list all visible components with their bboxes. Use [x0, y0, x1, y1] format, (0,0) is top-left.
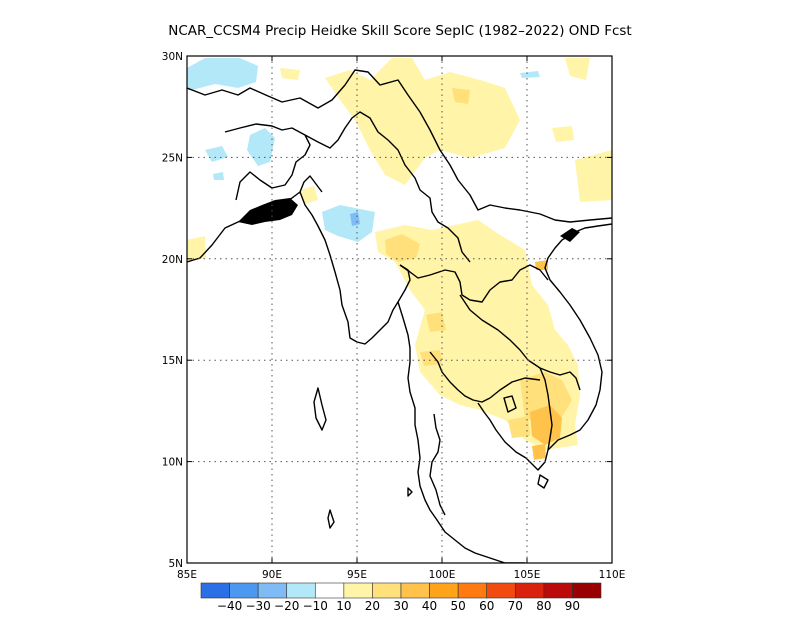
x-tick-label: 90E — [262, 569, 282, 581]
colorbar-swatch — [514, 582, 545, 599]
skill-patch-pos — [280, 68, 300, 80]
y-tick-label: 20N — [162, 254, 183, 266]
country-border — [419, 111, 612, 223]
country-border — [539, 367, 553, 451]
x-tick-label: 95E — [347, 569, 367, 581]
map-frame — [186, 55, 613, 564]
country-border — [187, 69, 421, 113]
coastline — [429, 413, 446, 516]
island-outline — [537, 474, 549, 489]
colorbar-label: −20 — [274, 599, 299, 613]
skill-patch-pos — [508, 416, 530, 438]
x-axis-ticks: 85E 90E 95E 100E 105E 110E — [177, 56, 625, 581]
colorbar: −40 −30 −20 −10 10 20 30 40 50 60 70 80 90 — [200, 582, 602, 613]
island-outline — [503, 395, 517, 413]
skill-patch-neg — [520, 71, 540, 78]
colorbar-swatch — [457, 582, 488, 599]
x-tick-label: 105E — [514, 569, 541, 581]
island-outline — [313, 387, 327, 431]
colorbar-swatch — [314, 582, 345, 599]
skill-patch-neg — [205, 146, 228, 162]
skill-patch-pos — [300, 186, 318, 204]
skill-patch-pos — [187, 236, 206, 262]
skill-patch-neg — [322, 205, 375, 242]
colorbar-label: 40 — [422, 599, 437, 613]
x-tick-label: 100E — [429, 569, 456, 581]
country-border — [489, 377, 541, 399]
skill-patch-pos — [530, 405, 562, 445]
colorbar-swatch — [572, 582, 602, 599]
colorbar-label: 10 — [336, 599, 351, 613]
x-tick-label: 85E — [177, 569, 197, 581]
y-tick-label: 30N — [162, 51, 183, 63]
colorbar-swatch — [229, 582, 259, 599]
country-border — [399, 264, 549, 303]
y-tick-label: 10N — [162, 457, 183, 469]
colorbar-label: 90 — [565, 599, 580, 613]
skill-patch-pos — [532, 444, 546, 460]
island-outline — [327, 509, 335, 529]
skill-patch-pos — [426, 312, 446, 332]
skill-fill-layer — [187, 58, 612, 460]
coastline — [429, 351, 491, 403]
country-border — [397, 264, 411, 303]
colorbar-label: 50 — [451, 599, 466, 613]
mekong-coast — [560, 228, 580, 242]
country-border — [299, 175, 323, 193]
y-tick-label: 5N — [168, 558, 183, 570]
x-tick-label: 110E — [599, 569, 626, 581]
skill-patch-pos — [325, 58, 520, 185]
colorbar-label: 60 — [479, 599, 494, 613]
colorbar-label: 30 — [393, 599, 408, 613]
skill-patch-pos — [565, 58, 590, 80]
skill-patch-pos — [420, 350, 442, 366]
colorbar-swatch — [200, 582, 230, 599]
skill-patch-neg — [247, 128, 275, 166]
colorbar-label: −40 — [217, 599, 242, 613]
colorbar-swatch — [429, 582, 459, 599]
colorbar-swatch — [486, 582, 516, 599]
skill-patch-pos — [452, 88, 470, 104]
coastline — [477, 402, 549, 471]
skill-patch-pos — [385, 234, 420, 262]
skill-patch-pos — [575, 150, 612, 202]
colorbar-swatch — [543, 582, 573, 599]
skill-patch-neg — [213, 172, 224, 180]
colorbar-label: 20 — [365, 599, 380, 613]
island-outline — [407, 487, 413, 497]
skill-patch-neg — [187, 58, 258, 90]
ganges-delta — [238, 198, 298, 225]
colorbar-label: −10 — [303, 599, 328, 613]
colorbar-swatch — [343, 582, 373, 599]
y-tick-label: 15N — [162, 355, 183, 367]
colorbar-label: 70 — [508, 599, 523, 613]
colorbar-swatch — [372, 582, 402, 599]
y-tick-label: 25N — [162, 152, 183, 164]
country-border — [304, 111, 471, 263]
colorbar-swatch — [286, 582, 316, 599]
colorbar-swatch — [400, 582, 430, 599]
colorbar-label: −30 — [245, 599, 270, 613]
colorbar-swatch — [257, 582, 288, 599]
map-title: NCAR_CCSM4 Precip Heidke Skill Score Sep… — [168, 23, 631, 39]
country-border — [224, 123, 311, 201]
grid-lines — [187, 56, 612, 563]
colorbar-label: 80 — [536, 599, 551, 613]
delta-details — [238, 198, 580, 242]
skill-patch-pos — [552, 126, 574, 142]
y-axis-ticks: 5N 10N 15N 20N 25N 30N — [162, 51, 612, 570]
